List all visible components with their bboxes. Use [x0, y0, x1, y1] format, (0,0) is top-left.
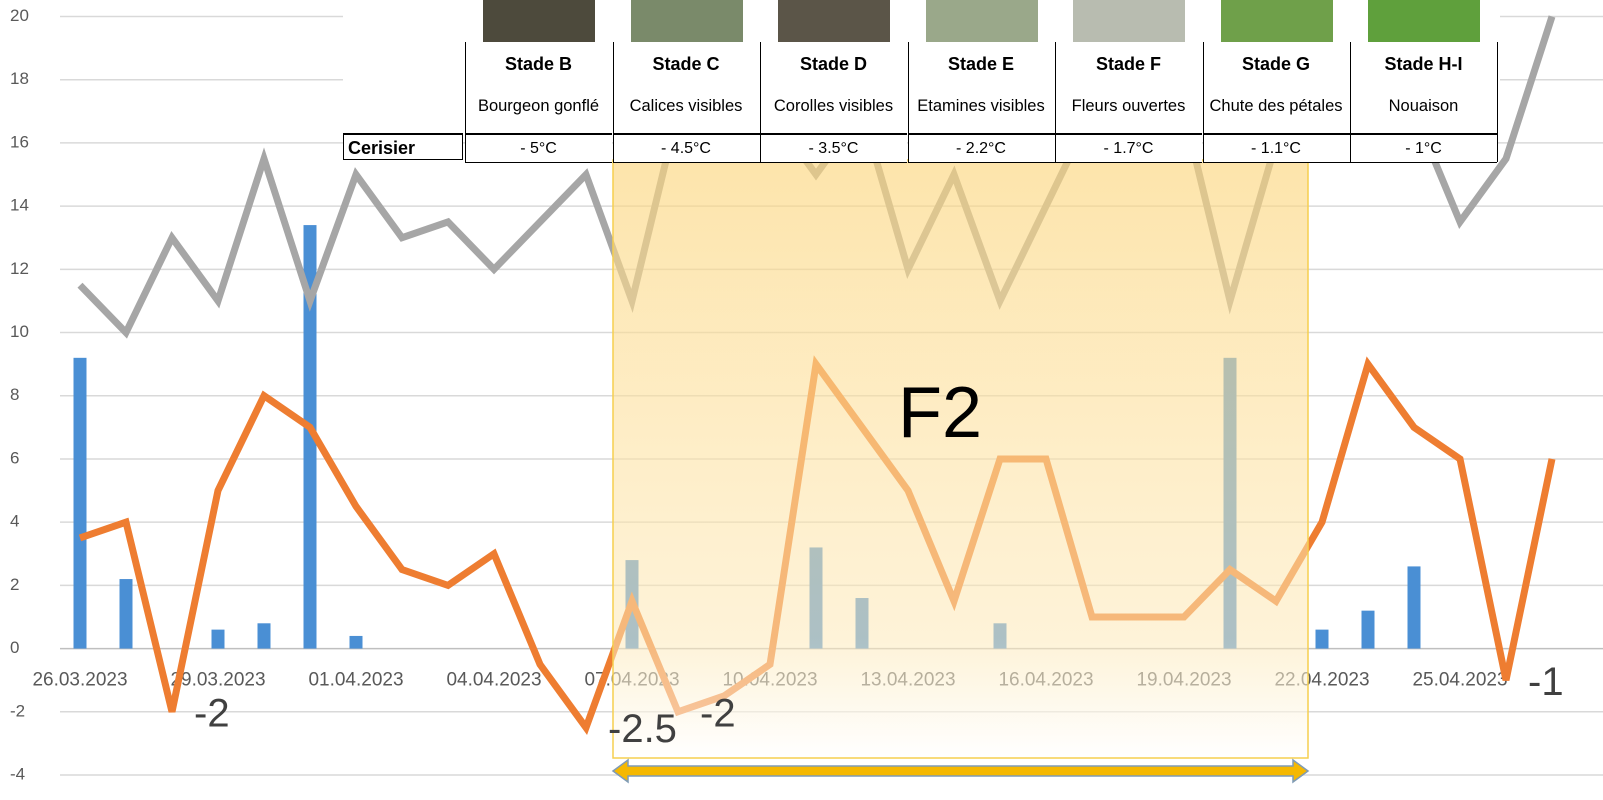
- x-tick-label: 01.04.2023: [308, 670, 403, 691]
- stage-description: Calices visibles: [619, 80, 754, 132]
- critical-temperature: - 4.5°C: [613, 133, 760, 163]
- column-border: [1203, 42, 1204, 162]
- column-border: [465, 42, 466, 162]
- column-border: [1055, 42, 1056, 162]
- value-label: -1: [1528, 660, 1564, 704]
- page: -4 -2 0 2 4 6 8 10 12 14 16 18 20 26.03.2023 29.03.202…: [0, 0, 1603, 800]
- y-tick-label: 14: [10, 196, 29, 215]
- stage-name: Stade G: [1203, 54, 1350, 75]
- stage-description: Etamines visibles: [914, 80, 1049, 132]
- bar: [74, 358, 87, 649]
- stage-description: Chute des pétales: [1209, 80, 1344, 132]
- range-arrow: [613, 760, 1308, 782]
- y-tick-label: 18: [10, 69, 29, 88]
- y-tick-label: 8: [10, 385, 19, 404]
- y-tick-label: 10: [10, 322, 29, 341]
- x-tick-label: 26.03.2023: [32, 670, 127, 691]
- stage-description: Fleurs ouvertes: [1061, 80, 1196, 132]
- highlight-label: F2: [898, 373, 982, 453]
- stage-photo: [1073, 0, 1185, 42]
- stage-photo: [926, 0, 1038, 42]
- bar: [1316, 630, 1329, 649]
- column-border: [1350, 42, 1351, 162]
- value-label: -2.5: [608, 707, 677, 751]
- bar: [120, 579, 133, 649]
- stage-photo: [1368, 0, 1480, 42]
- stage-column: Stade D Corolles visibles- 3.5°C: [760, 0, 907, 162]
- stage-photo: [1221, 0, 1333, 42]
- stage-name: Stade C: [613, 54, 760, 75]
- y-tick-label: -4: [10, 764, 25, 783]
- y-tick-label: 4: [10, 512, 19, 531]
- bar: [350, 636, 363, 649]
- critical-temperature: - 3.5°C: [760, 133, 907, 163]
- value-label: -2: [700, 691, 736, 735]
- column-border: [1497, 42, 1498, 162]
- critical-temperature: - 1.1°C: [1203, 133, 1350, 163]
- row-label: Cerisier: [343, 133, 463, 160]
- y-tick-label: 6: [10, 448, 19, 467]
- stage-name: Stade B: [465, 54, 612, 75]
- y-tick-label: 20: [10, 6, 29, 25]
- stage-column: Stade H-I Nouaison- 1°C: [1350, 0, 1497, 162]
- stage-column: Stade C Calices visibles- 4.5°C: [613, 0, 760, 162]
- y-tick-label: 12: [10, 259, 29, 278]
- critical-temperature: - 1°C: [1350, 133, 1497, 163]
- y-tick-label: 16: [10, 132, 29, 151]
- bar: [212, 630, 225, 649]
- stage-name: Stade F: [1055, 54, 1202, 75]
- column-border: [908, 42, 909, 162]
- column-border: [760, 42, 761, 162]
- stage-description: Bourgeon gonflé: [471, 80, 606, 132]
- stage-column: Stade E Etamines visibles- 2.2°C: [908, 0, 1055, 162]
- value-label: -2: [194, 691, 230, 735]
- stage-name: Stade D: [760, 54, 907, 75]
- bar: [1408, 566, 1421, 648]
- stage-photo: [631, 0, 743, 42]
- x-tick-label: 25.04.2023: [1412, 670, 1507, 691]
- stage-description: Corolles visibles: [766, 80, 901, 132]
- stage-name: Stade H-I: [1350, 54, 1497, 75]
- stage-column: Stade B Bourgeon gonflé- 5°C: [465, 0, 612, 162]
- stage-photo: [483, 0, 595, 42]
- critical-temperature: - 1.7°C: [1055, 133, 1202, 163]
- y-tick-label: 0: [10, 638, 19, 657]
- y-tick-label: -2: [10, 701, 25, 720]
- highlight-band: [613, 160, 1308, 758]
- y-tick-label: 2: [10, 575, 19, 594]
- stage-photo: [778, 0, 890, 42]
- stage-column: Stade F Fleurs ouvertes- 1.7°C: [1055, 0, 1202, 162]
- column-border: [613, 42, 614, 162]
- critical-temperature: - 2.2°C: [908, 133, 1055, 163]
- bar: [1362, 611, 1375, 649]
- stage-description: Nouaison: [1356, 80, 1491, 132]
- x-tick-label: 04.04.2023: [446, 670, 541, 691]
- stage-column: Stade G Chute des pétales- 1.1°C: [1203, 0, 1350, 162]
- x-tick-label: 29.03.2023: [170, 670, 265, 691]
- stage-name: Stade E: [908, 54, 1055, 75]
- bar: [258, 623, 271, 648]
- critical-temperature: - 5°C: [465, 133, 612, 163]
